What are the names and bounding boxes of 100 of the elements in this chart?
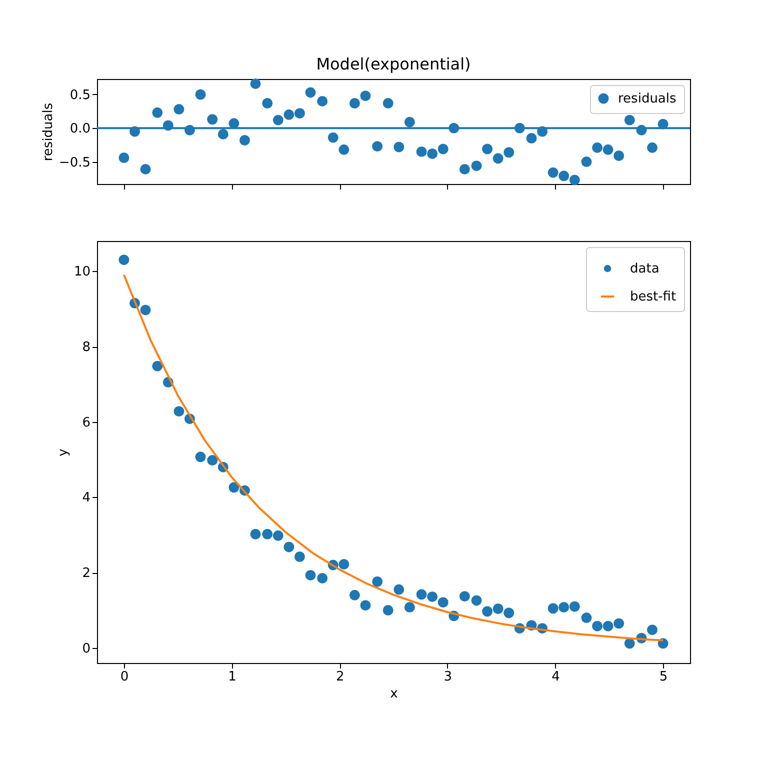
point (459, 164, 470, 174)
point (548, 603, 558, 614)
point (250, 528, 261, 540)
point (338, 559, 350, 570)
point (284, 109, 294, 120)
point (416, 146, 427, 157)
y-axis-title: y (56, 448, 71, 456)
point (284, 542, 294, 552)
point (569, 601, 580, 612)
point (372, 141, 383, 152)
point (272, 114, 284, 126)
point (602, 144, 614, 155)
y-tick-label: 0 (82, 641, 90, 656)
y-tick-label: 4 (82, 490, 90, 506)
y-tick-label: 2 (82, 566, 90, 582)
point (349, 590, 360, 600)
y-tick-label: 8 (82, 340, 90, 355)
point (394, 142, 404, 152)
chart-title: Model(exponential) (316, 54, 471, 74)
point (482, 606, 493, 617)
legend-label: best-fit (630, 290, 676, 304)
point (262, 98, 273, 108)
x-tick-label: 0 (120, 670, 129, 684)
point (195, 89, 206, 100)
x-tick-label: 1 (228, 670, 236, 684)
point (427, 591, 438, 602)
y-axis-title: residuals (40, 102, 56, 162)
point (558, 170, 570, 182)
point (471, 160, 482, 172)
point (624, 114, 635, 126)
point (118, 254, 130, 266)
point (317, 96, 328, 106)
point (394, 584, 404, 595)
point (305, 87, 316, 98)
point (658, 638, 668, 649)
point (438, 144, 448, 154)
point (592, 620, 603, 632)
point (647, 142, 658, 153)
legend-label: data (630, 262, 660, 276)
point (647, 624, 658, 636)
y-tick-label: −0.5 (58, 155, 90, 170)
point (602, 620, 614, 632)
point (624, 638, 635, 649)
point (581, 612, 592, 624)
legend-label: residuals (618, 92, 677, 106)
point (207, 114, 218, 125)
point (174, 406, 184, 417)
point (152, 360, 163, 372)
point (614, 618, 624, 629)
point (272, 530, 284, 541)
point (140, 164, 151, 174)
point (317, 572, 328, 584)
point (427, 148, 438, 159)
point (360, 600, 371, 611)
x-tick-label: 5 (659, 670, 668, 684)
point (140, 304, 151, 316)
y-tick-label: 0.5 (70, 88, 90, 103)
x-axis-title: x (390, 686, 398, 702)
point (338, 144, 350, 155)
y-tick-label: 0.0 (70, 122, 90, 137)
point (195, 452, 206, 462)
x-tick-label: 2 (336, 670, 344, 684)
point (459, 591, 470, 602)
point (558, 602, 570, 612)
point (504, 608, 514, 618)
point (569, 174, 580, 186)
point (614, 150, 624, 161)
point (328, 132, 338, 143)
point (492, 153, 504, 164)
point (239, 135, 250, 146)
point (360, 90, 371, 102)
point (305, 570, 316, 580)
point (294, 108, 305, 119)
point (416, 589, 427, 600)
point (228, 482, 240, 493)
point (404, 116, 415, 128)
point (382, 605, 394, 616)
point (526, 132, 537, 144)
point (228, 118, 240, 129)
point (404, 602, 415, 612)
point (492, 604, 504, 614)
point (250, 78, 261, 89)
y-tick-label: 10 (74, 264, 90, 280)
point (548, 167, 558, 178)
point (207, 455, 218, 466)
y-tick-label: 6 (82, 415, 90, 430)
point (262, 528, 273, 540)
point (592, 142, 603, 153)
point (482, 144, 493, 154)
point (118, 152, 130, 163)
point (218, 128, 228, 140)
x-tick-label: 3 (444, 670, 452, 684)
point (581, 156, 592, 168)
point (372, 576, 383, 587)
point (294, 552, 305, 562)
point (471, 595, 482, 606)
point (349, 98, 360, 108)
point (382, 98, 394, 108)
x-tick-label: 4 (552, 670, 560, 684)
point (504, 147, 514, 158)
